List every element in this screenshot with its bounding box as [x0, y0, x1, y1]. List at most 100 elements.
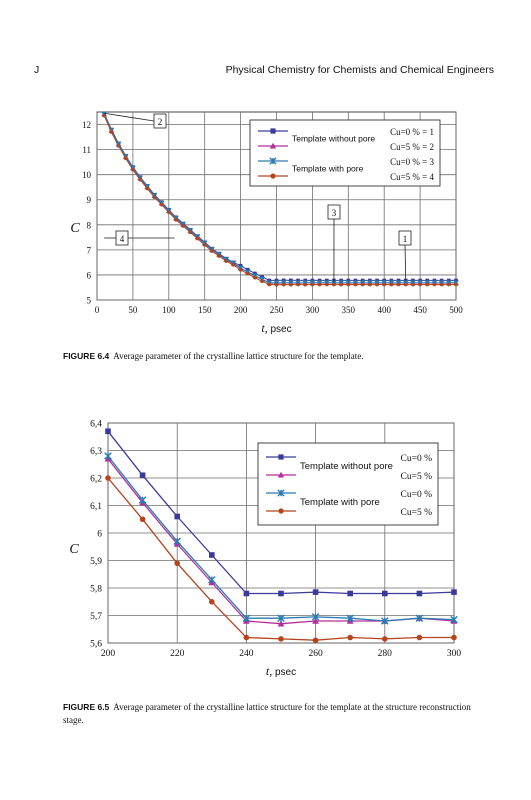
fig2-y-tick-label: 5,6	[90, 640, 102, 650]
fig1-series-4-point	[324, 282, 329, 287]
fig2-y-axis-title: C	[69, 542, 79, 557]
fig1-series-4-point	[210, 249, 214, 253]
fig1-series-4-point	[289, 282, 293, 287]
fig1-x-tick-label: 50	[128, 305, 138, 315]
fig1-series-4-point	[396, 282, 401, 287]
fig1-callout-label-1: 1	[403, 234, 408, 244]
fig1-x-tick-label: 250	[270, 305, 284, 315]
running-head-title: Physical Chemistry for Chemists and Chem…	[225, 64, 494, 76]
fig1-series-4-point	[238, 268, 243, 272]
fig1-x-tick-label: 450	[413, 305, 427, 315]
figure-6-4-label: FIGURE 6.4	[63, 351, 110, 361]
fig1-y-tick-label: 6	[87, 270, 92, 280]
fig1-series-4-point	[375, 282, 379, 287]
fig1-legend-marker-3	[269, 157, 277, 165]
fig1-callout-box-3	[327, 204, 341, 220]
fig1-series-4-point	[224, 259, 229, 263]
fig1-series-4-point	[296, 282, 300, 287]
fig2-x-tick-label: 300	[447, 649, 462, 659]
fig1-series-4-point	[109, 130, 114, 134]
fig1-y-tick-label: 9	[87, 195, 92, 205]
fig2-series-3-point	[173, 537, 181, 546]
fig2-series-3-point	[138, 496, 147, 504]
fig1-series-4-point	[174, 217, 178, 222]
fig1-series-4-point	[138, 177, 142, 182]
fig2-x-tick-label: 220	[170, 649, 185, 659]
fig2-series-4-point	[416, 634, 423, 641]
fig2-x-tick-label: 200	[101, 649, 116, 659]
fig1-callout-label-4: 4	[120, 234, 125, 244]
fig1-series-4-point	[217, 254, 221, 258]
fig1-series-4-point	[202, 243, 207, 247]
fig2-y-tick-label: 5,9	[90, 557, 102, 567]
fig2-legend-marker-4	[278, 508, 284, 514]
fig1-series-4-point	[346, 282, 351, 287]
fig1-x-tick-label: 350	[342, 305, 356, 315]
fig1-series-4-point	[231, 263, 236, 267]
fig1-x-tick-label: 400	[377, 305, 391, 315]
fig1-series-4-point	[245, 271, 250, 276]
fig1-legend-entry-3: Cu=0 % = 3	[390, 157, 434, 167]
fig1-y-tick-label: 12	[82, 120, 91, 130]
fig1-legend-marker-2	[269, 142, 277, 149]
fig2-series-1-point	[416, 590, 423, 597]
fig1-legend-marker-1	[270, 128, 276, 134]
figure-6-4-caption: FIGURE 6.4 Average parameter of the cryst…	[63, 350, 483, 363]
fig1-legend-group-with-pore: Template with pore	[292, 164, 364, 174]
fig1-series-4-point	[310, 282, 315, 287]
fig2-series-4-point	[139, 516, 146, 523]
figure-6-4-chart: 0 50 100 150 200 250 300 350 400 450 5005678910111…	[70, 111, 463, 335]
fig1-series-4-point	[317, 282, 322, 287]
fig2-series-3-point	[277, 614, 285, 623]
fig2-y-tick-label: 6	[97, 530, 102, 540]
fig1-x-tick-label: 0	[95, 305, 100, 315]
fig2-legend-group-with-pore: Template with pore	[300, 497, 380, 508]
figure-6-5-chart: 200 220 240 260 280 300 5,6 5,7 5,8 5,9 6 6,1 6,2 6,3…	[69, 420, 462, 679]
fig2-series-2-point	[312, 617, 319, 624]
running-head-letter: J	[34, 64, 40, 76]
figure-6-5-label: FIGURE 6.5	[63, 702, 110, 712]
fig2-y-tick-label: 6,3	[90, 447, 102, 457]
fig2-x-tick-label: 240	[239, 649, 254, 659]
fig1-callout-box-2	[153, 113, 167, 129]
fig2-series-3-point	[104, 452, 112, 460]
fig2-legend-entry-3: Cu=0 %	[401, 490, 433, 500]
fig1-series-4-point	[389, 282, 394, 287]
fig2-series-3-point	[208, 575, 216, 584]
fig1-series-4-point	[454, 282, 458, 287]
fig1-series-4-point	[188, 230, 193, 235]
fig2-x-tick-label: 280	[378, 649, 393, 659]
fig1-series-4-point	[267, 282, 272, 287]
fig1-series-4-point	[360, 282, 365, 287]
fig2-series-1-point	[209, 552, 215, 558]
fig2-series-4-point	[278, 636, 284, 642]
fig2-series-3-point	[242, 614, 251, 623]
fig1-callout-leader-1	[404, 244, 407, 281]
fig1-series-4-point	[425, 282, 430, 287]
fig1-x-tick-label: 150	[198, 305, 212, 315]
fig2-series-1-point	[382, 590, 388, 597]
fig1-y-tick-label: 8	[87, 220, 92, 230]
fig1-x-axis-title: t, psec	[261, 321, 291, 335]
fig1-series-4-point	[368, 282, 372, 287]
figure-6-4-caption-text: Average parameter of the crystalline lat…	[113, 351, 364, 361]
fig1-callout-label-3: 3	[332, 208, 337, 218]
fig1-x-tick-label: 200	[234, 305, 248, 315]
fig2-series-1-point	[174, 513, 180, 520]
fig2-y-tick-label: 6,4	[90, 420, 102, 430]
fig2-y-tick-label: 6,1	[90, 502, 102, 512]
fig1-y-tick-label: 10	[82, 170, 92, 180]
fig1-callout-leader-2	[104, 112, 155, 122]
fig1-series-4-point	[281, 282, 286, 287]
fig1-series-4-point	[152, 195, 157, 200]
fig1-series-1-point	[289, 278, 293, 283]
fig2-legend-entry-4: Cu=5 %	[401, 508, 433, 518]
fig2-legend-entry-2: Cu=5 %	[401, 472, 433, 482]
fig2-series-2-point	[277, 620, 285, 627]
fig1-series-4-point	[439, 282, 444, 287]
fig1-legend-marker-4	[270, 173, 276, 179]
fig2-x-axis-title: t, psec	[266, 664, 296, 678]
fig1-series-4-point	[382, 282, 387, 287]
fig1-callout-box-4	[115, 230, 129, 246]
fig1-x-tick-label: 300	[306, 305, 320, 315]
